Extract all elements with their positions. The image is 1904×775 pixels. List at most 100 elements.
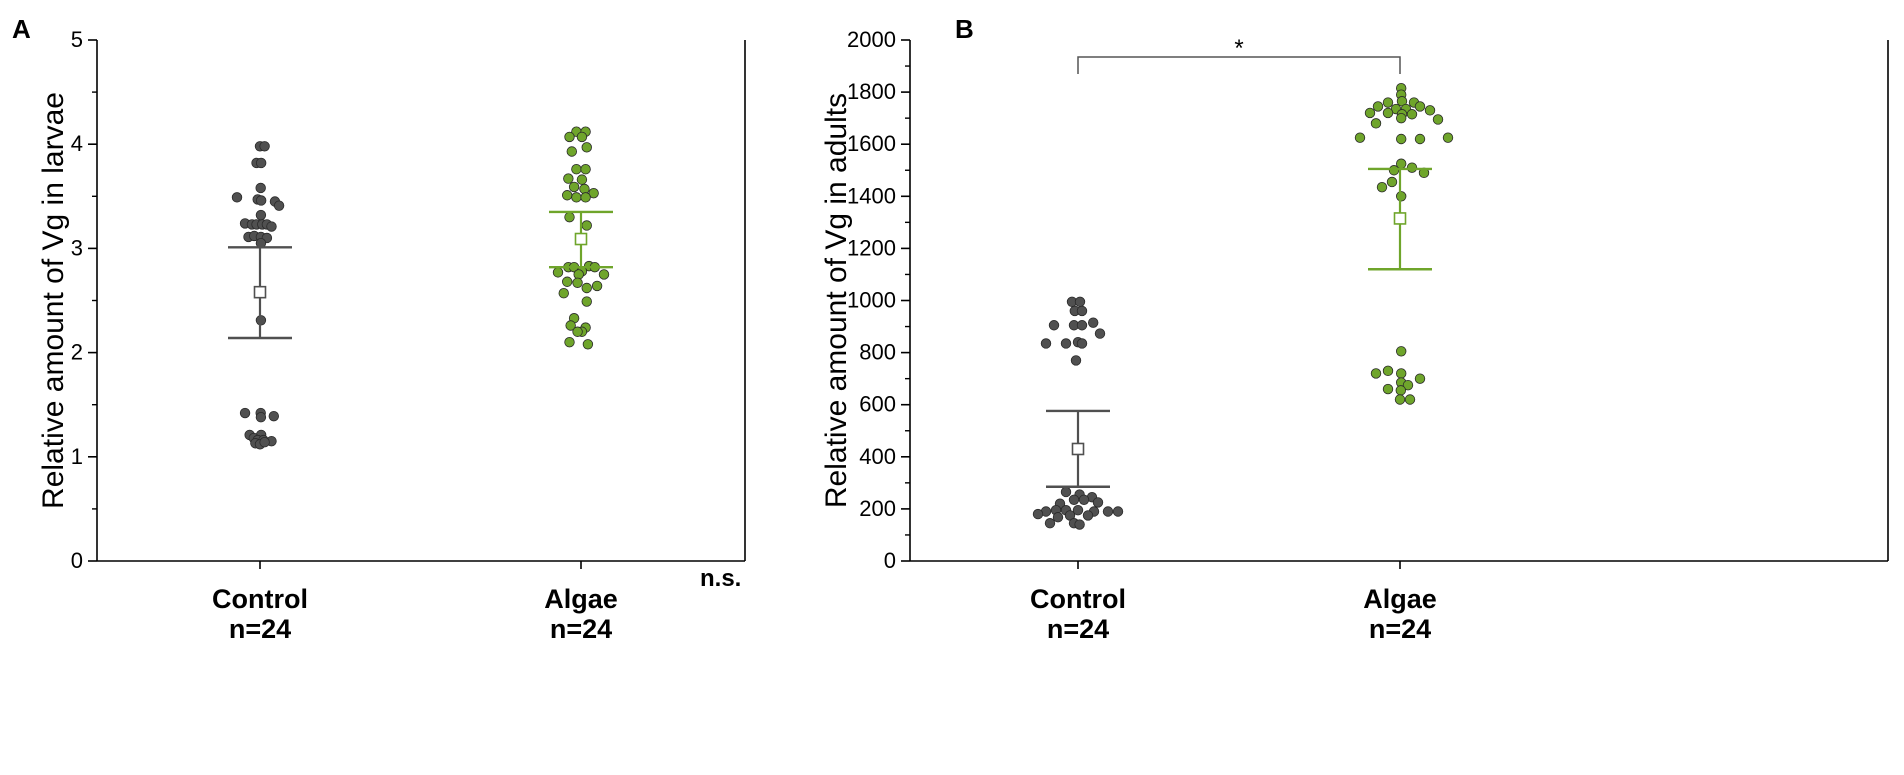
data-point-control <box>255 182 266 194</box>
data-point-control <box>255 195 267 206</box>
panel-a-plot-frame <box>97 40 745 561</box>
data-point-control <box>255 157 267 169</box>
y-tick-label: 200 <box>859 496 896 521</box>
data-point-algae <box>1414 373 1426 384</box>
data-point-algae <box>1370 368 1382 379</box>
data-point-control <box>1032 508 1044 520</box>
y-tick-label: 0 <box>884 548 896 573</box>
data-point-algae <box>580 192 591 203</box>
y-tick-label: 5 <box>71 27 83 52</box>
data-point-algae <box>564 211 575 223</box>
panel-a-stats <box>228 210 613 340</box>
data-point-control <box>231 192 243 203</box>
panel-a-category-label-algae: Algae <box>544 584 618 614</box>
panel-a-points <box>231 126 610 450</box>
data-point-algae <box>1432 114 1444 125</box>
data-point-algae <box>580 164 591 175</box>
data-point-algae <box>1406 162 1418 173</box>
data-point-algae <box>1395 112 1407 124</box>
data-point-algae <box>558 288 569 299</box>
data-point-control <box>1070 355 1082 366</box>
data-point-algae <box>581 220 592 231</box>
data-point-control <box>273 200 285 211</box>
data-point-algae <box>572 326 583 337</box>
data-point-algae <box>1395 346 1407 357</box>
panel-b-n-label-algae: n=24 <box>1369 614 1431 644</box>
data-point-control <box>1060 486 1072 498</box>
mean-marker-control <box>253 285 267 299</box>
panel-a: A 0 1 2 3 4 5 Relative amount of Vg in larvae… <box>12 14 746 644</box>
data-point-control <box>1082 510 1094 521</box>
data-point-control <box>1092 497 1104 508</box>
y-tick-label: 3 <box>71 235 83 260</box>
panel-b-category-label-control: Control <box>1030 584 1126 614</box>
data-point-control <box>239 407 251 419</box>
data-point-algae <box>562 276 573 287</box>
y-tick-label: 800 <box>859 340 896 365</box>
panel-b-y-ticks: 0 200 400 600 800 1000 1200 1400 1600 1800 2000 <box>847 27 1889 573</box>
data-point-algae <box>1442 132 1454 143</box>
data-point-control <box>1078 494 1090 505</box>
panel-b-y-axis-title: Relative amount of Vg in adults <box>820 93 853 508</box>
data-point-control <box>1068 494 1080 505</box>
data-point-algae <box>1370 118 1382 129</box>
data-point-algae <box>598 269 610 280</box>
data-point-algae <box>591 280 603 292</box>
data-point-control <box>1044 518 1056 529</box>
data-point-algae <box>1388 165 1400 176</box>
y-tick-label: 1 <box>71 444 83 469</box>
panel-b-stats <box>1046 167 1432 488</box>
data-point-algae <box>1376 181 1388 193</box>
data-point-control <box>1102 506 1114 517</box>
panel-a-letter: A <box>12 14 31 44</box>
y-tick-label: 400 <box>859 444 896 469</box>
y-tick-label: 0 <box>71 548 83 573</box>
mean-marker-algae <box>1393 212 1407 225</box>
panel-b-letter: B <box>955 14 974 44</box>
data-point-control <box>1076 305 1088 317</box>
data-point-algae <box>1372 101 1384 112</box>
panel-a-category-label-control: Control <box>212 584 308 614</box>
data-point-algae <box>1404 394 1416 405</box>
y-tick-label: 1000 <box>847 288 896 313</box>
data-point-algae <box>566 146 578 157</box>
data-point-algae <box>1395 191 1407 202</box>
data-point-algae <box>563 173 574 184</box>
data-point-algae <box>582 339 594 350</box>
y-tick-label: 1600 <box>847 131 896 156</box>
data-point-control <box>259 437 270 448</box>
panel-b-significance-bracket <box>1077 56 1401 74</box>
data-point-algae <box>571 192 582 203</box>
y-tick-label: 4 <box>71 131 83 156</box>
data-point-control <box>266 221 277 232</box>
panel-a-y-ticks: 0 1 2 3 4 5 <box>71 27 746 573</box>
data-point-algae <box>1395 385 1407 396</box>
y-tick-label: 600 <box>859 392 896 417</box>
data-point-algae <box>565 320 576 331</box>
panel-b-n-label-control: n=24 <box>1047 614 1109 644</box>
data-point-algae <box>1382 383 1394 395</box>
data-point-control <box>1076 338 1088 349</box>
data-point-control <box>268 410 280 422</box>
data-point-algae <box>576 174 588 185</box>
mean-marker-algae <box>574 232 588 246</box>
data-point-algae <box>1395 368 1407 379</box>
panel-b-category-label-algae: Algae <box>1363 584 1437 614</box>
data-point-algae <box>1382 97 1394 108</box>
data-point-control <box>1048 320 1060 331</box>
data-point-algae <box>1402 379 1414 391</box>
data-point-algae <box>588 187 599 199</box>
data-point-algae <box>562 190 573 201</box>
panel-b: B 0200400600800100012001400160018002000 … <box>820 14 1889 644</box>
panel-b-significance-star: * <box>1234 35 1243 62</box>
data-point-algae <box>1395 133 1407 145</box>
panel-b-points <box>1032 82 1454 530</box>
data-point-algae <box>576 131 588 143</box>
data-point-algae <box>572 277 583 288</box>
data-point-control <box>1087 317 1099 328</box>
y-tick-label: 1200 <box>847 235 896 260</box>
data-point-algae <box>1364 107 1376 119</box>
data-point-algae <box>1386 176 1398 188</box>
data-point-algae <box>1354 132 1366 143</box>
